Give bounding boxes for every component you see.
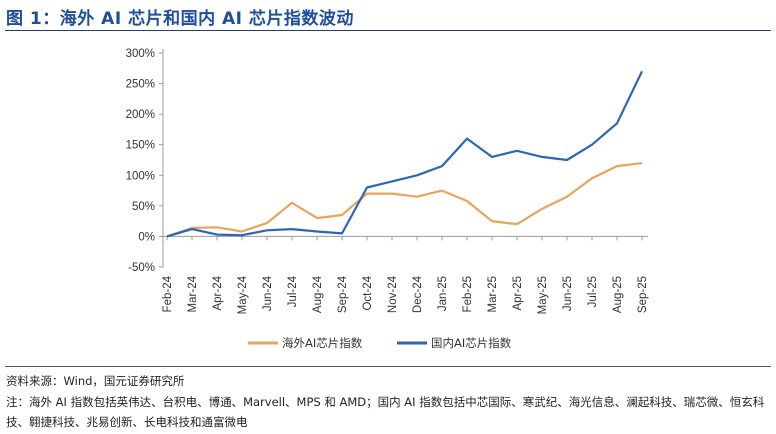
x-tick-label: Jul-25: [587, 276, 599, 307]
x-tick-label: Mar-25: [487, 276, 499, 312]
y-tick-label: -50%: [128, 262, 155, 274]
y-tick-label: 300%: [126, 48, 155, 60]
chart-series: [166, 70, 643, 238]
x-tick-label: Jun-24: [262, 275, 274, 311]
x-tick-label: Feb-25: [462, 276, 474, 312]
footer-divider: [5, 366, 771, 367]
line-chart: -50% 0% 50% 100% 150% 200% 250% 300% Feb-24 Mar-2…: [126, 48, 649, 350]
chart-axes: -50% 0% 50% 100% 150% 200% 250% 300% Feb-24 Mar-2…: [126, 48, 649, 314]
chart-legend: 海外AI芯片指数 国内AI芯片指数: [248, 336, 512, 350]
x-tick-label: Apr-25: [512, 276, 524, 311]
y-tick-label: 250%: [126, 79, 155, 91]
x-tick-label: Dec-24: [412, 275, 424, 313]
legend-label-2: 国内AI芯片指数: [431, 336, 512, 350]
x-tick-label: Oct-24: [362, 275, 374, 310]
title-divider: [5, 30, 771, 31]
x-tick-label: Aug-25: [612, 276, 624, 313]
y-tick-label: 200%: [126, 109, 155, 121]
y-tick-label: 100%: [126, 170, 155, 182]
x-tick-label: Jul-24: [287, 275, 299, 307]
series-line-2: [166, 70, 643, 238]
x-tick-label: Sep-25: [637, 276, 649, 313]
y-tick-label: 50%: [132, 201, 155, 213]
figure-title: 图 1：海外 AI 芯片和国内 AI 芯片指数波动: [6, 9, 354, 29]
legend-label-1: 海外AI芯片指数: [282, 336, 363, 350]
y-tick-label: 0%: [138, 231, 155, 243]
source-text: 资料来源：Wind，国元证券研究所: [6, 374, 185, 388]
x-tick-label: May-25: [537, 276, 549, 314]
x-tick-label: Aug-24: [312, 275, 324, 313]
x-tick-label: Jun-25: [562, 276, 574, 311]
x-tick-label: Apr-24: [212, 275, 224, 310]
x-tick-label: Nov-24: [387, 275, 399, 313]
note-text: 注：海外 AI 指数包括英伟达、台积电、博通、Marvell、MPS 和 AMD…: [6, 395, 765, 429]
x-tick-label: Jan-25: [437, 276, 449, 311]
x-tick-label: Sep-24: [337, 275, 349, 313]
series-line-1: [166, 162, 643, 238]
x-tick-label: Mar-24: [187, 275, 199, 312]
x-tick-label: Feb-24: [162, 275, 174, 312]
y-tick-label: 150%: [126, 140, 155, 152]
x-tick-label: May-24: [237, 275, 249, 314]
